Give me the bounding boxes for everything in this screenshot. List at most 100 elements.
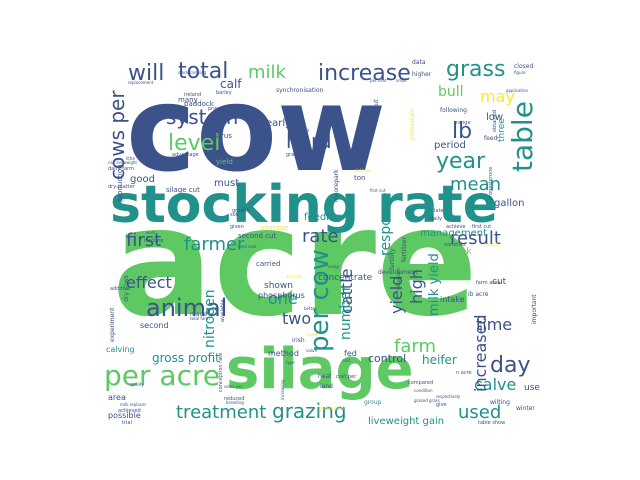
word-cow: cow	[126, 60, 386, 198]
word-total: total	[178, 59, 228, 84]
word-fertility: fertility	[389, 248, 396, 270]
word-cloud-canvas: acre cow stocking rate silage per acre p…	[104, 57, 540, 427]
word-grazing: grazing	[272, 399, 347, 423]
word-rate: rate	[302, 226, 339, 247]
word-experiment: experiment	[109, 307, 116, 342]
word-potassium: potassium	[409, 109, 416, 140]
word-ton: ton	[354, 174, 365, 182]
word-development: development	[378, 269, 418, 276]
word-period: period	[434, 140, 466, 151]
word-total-farm: total farm	[190, 316, 210, 321]
word-dairy-farm: dairy farm	[108, 166, 134, 172]
word-mixture: mixture	[144, 238, 163, 244]
word-low: low	[486, 112, 503, 123]
word-synchronisation: synchronisation	[276, 87, 324, 94]
word-dry-matter: dry matter	[108, 184, 136, 190]
word-give: give	[436, 402, 447, 408]
word-shown: shown	[264, 281, 293, 291]
word-milk: milk	[248, 62, 287, 83]
word-barley: barley	[216, 90, 232, 96]
word-first-cut-2: first cut	[370, 188, 386, 193]
word-feeding: feeding	[304, 212, 342, 223]
word-data: data	[412, 59, 426, 66]
word-important: important	[531, 294, 538, 324]
word-daily: daily	[430, 216, 442, 222]
word-available: available	[220, 299, 226, 322]
word-area: area	[108, 393, 126, 402]
word-per-acre: per acre	[104, 359, 220, 392]
word-closed: closed	[514, 63, 533, 70]
word-calving: calving	[106, 345, 135, 354]
word-concentrate: concentrate	[318, 273, 373, 283]
word-dry-cows: dry cows	[123, 275, 130, 302]
word-nitrogen: nitrogen	[202, 289, 218, 348]
word-oestrus: oestrus	[206, 132, 232, 140]
word-possible: possible	[108, 411, 141, 420]
word-usually: usually	[486, 242, 501, 247]
word-case: case	[306, 332, 318, 338]
word-use: use	[524, 383, 540, 393]
word-n-acre: n acre	[456, 370, 472, 376]
word-farm: farm	[394, 336, 436, 357]
word-replacement: replacement	[128, 80, 154, 85]
word-control: control	[368, 352, 406, 365]
word-performance: performance	[320, 406, 346, 411]
word-achieved: achieved	[118, 408, 141, 414]
word-grassland: grassland	[286, 152, 310, 158]
word-progesterone: progesterone	[488, 167, 494, 200]
word-milk-replacer: milk replacer	[120, 402, 146, 407]
word-respectively: respectively	[436, 394, 461, 399]
word-achieve: achieve	[446, 224, 465, 230]
word-late: late	[434, 208, 444, 214]
word-quality: quality	[130, 382, 144, 387]
word-group: group	[364, 399, 382, 406]
word-result: result	[450, 228, 501, 249]
word-effect: effect	[126, 273, 172, 292]
word-winter: winter	[516, 405, 535, 412]
word-table: table	[506, 101, 539, 172]
word-farm-area: farm area	[476, 280, 500, 286]
word-land: land	[320, 383, 333, 390]
word-must: must	[214, 178, 239, 189]
word-increasing: increasing	[280, 379, 285, 400]
word-yield: yield	[387, 276, 406, 314]
word-range: range	[456, 120, 471, 126]
word-advantage: advantage	[172, 152, 199, 158]
word-feed: feed	[484, 135, 497, 142]
word-sales-per: sales per	[224, 384, 242, 389]
word-cut: cut	[492, 277, 507, 287]
word-irish: irish	[292, 337, 305, 344]
word-herd: herd	[286, 129, 332, 153]
word-cost: cost	[342, 358, 351, 363]
word-trial: trial	[122, 420, 132, 426]
word-better: better	[304, 306, 317, 311]
word-silage-cut: silage cut	[166, 186, 200, 194]
word-calf-liveweight: calf liveweight	[108, 160, 137, 165]
word-figure: figure	[514, 70, 526, 75]
word-growth: growth	[232, 208, 249, 214]
word-treatment: treatment	[176, 402, 266, 423]
word-first-cut: first cut	[472, 224, 491, 230]
word-breeding: breeding	[226, 400, 244, 405]
word-will: will	[128, 61, 164, 86]
word-ireland: ireland	[184, 92, 201, 98]
word-farmer: farmer	[184, 234, 245, 255]
word-three: three	[497, 118, 507, 142]
word-increased: increased	[471, 314, 490, 392]
word-amount: amount	[286, 274, 302, 279]
word-intake: intake	[440, 295, 465, 304]
word-grazed-grass: grazed grass	[414, 398, 440, 403]
word-obtained: obtained	[492, 110, 498, 132]
word-condition: condition	[414, 388, 433, 393]
word-one: one	[268, 289, 298, 308]
word-type: type	[286, 360, 295, 365]
word-without: without	[373, 99, 380, 122]
word-increase: increase	[318, 61, 411, 86]
word-per-cent: per cent	[370, 78, 387, 83]
word-yield-2: yield	[216, 158, 233, 166]
word-method: method	[268, 349, 299, 358]
word-yield-per: yield per	[354, 168, 372, 173]
word-carried: carried	[256, 260, 280, 268]
word-fertilizer: fertilizer	[401, 237, 408, 262]
word-phosphorus: phosphorus	[258, 291, 305, 300]
